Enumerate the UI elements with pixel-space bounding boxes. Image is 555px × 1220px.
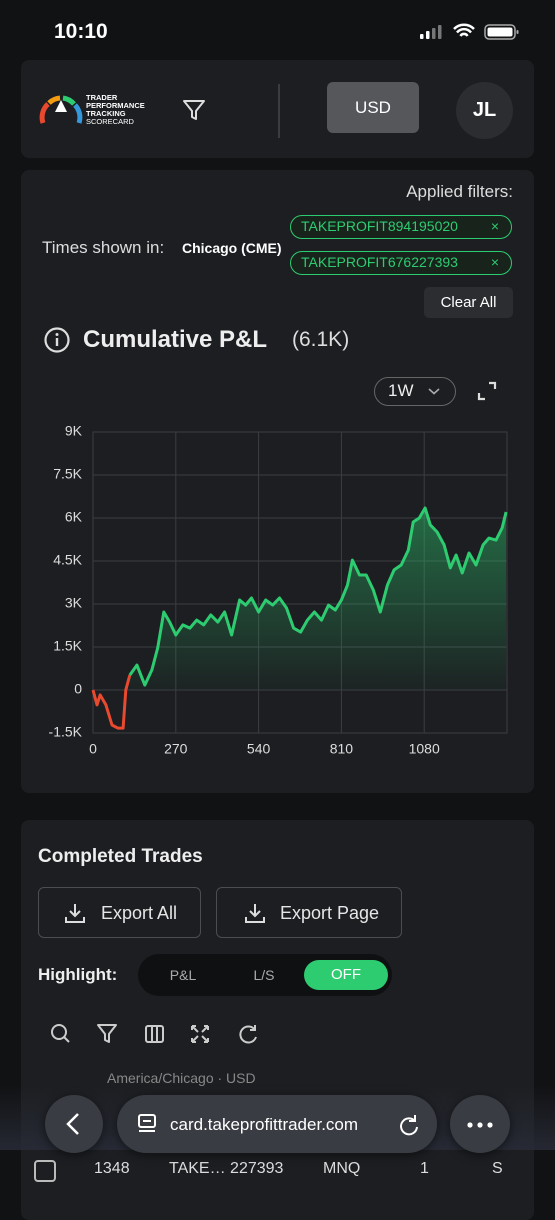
timezone-note: America/Chicago · USD xyxy=(107,1070,256,1086)
x-tick-label: 1080 xyxy=(409,741,440,757)
x-tick-label: 540 xyxy=(247,741,271,757)
chart: -1.5K 0 1.5K 3K 4.5K 6K 7.5K 9K 0 270 540 810 1080 xyxy=(49,423,508,757)
logo-text: TRADER PERFORMANCE TRACKING SCORECARD xyxy=(86,94,145,126)
columns-icon[interactable] xyxy=(145,1025,164,1043)
range-value: 1W xyxy=(388,381,414,400)
range-select[interactable]: 1W xyxy=(374,377,456,406)
filter-chip[interactable]: TAKEPROFIT894195020 × xyxy=(290,215,512,239)
applied-filters-label: Applied filters: xyxy=(406,182,513,201)
more-icon xyxy=(467,1122,493,1128)
cell: 1348 xyxy=(94,1160,130,1177)
page-icon xyxy=(138,1114,156,1132)
chip-close[interactable]: × xyxy=(490,254,499,270)
refresh-icon[interactable] xyxy=(239,1025,257,1044)
expand-button[interactable] xyxy=(477,381,497,401)
back-button[interactable] xyxy=(45,1095,103,1153)
chart-title: Cumulative P&L xyxy=(83,326,268,353)
filter-icon[interactable] xyxy=(97,1024,117,1043)
filter-chip[interactable]: TAKEPROFIT676227393 × xyxy=(290,251,512,275)
table-toolbar xyxy=(51,1024,257,1044)
divider xyxy=(278,84,280,138)
y-tick-label: 6K xyxy=(65,509,83,525)
logo-line: PERFORMANCE xyxy=(86,101,145,110)
status-icons xyxy=(420,23,519,40)
cell: TAKE… 227393 xyxy=(169,1160,284,1177)
times-label: Times shown in: xyxy=(42,238,165,257)
download-icon xyxy=(245,904,265,923)
logo-line: SCORECARD xyxy=(86,117,134,126)
export-all-button[interactable]: Export All xyxy=(38,887,201,938)
logo-line: TRACKING xyxy=(86,109,126,118)
logo-gauge xyxy=(39,95,83,124)
y-tick-label: 7.5K xyxy=(53,466,82,482)
cell: S xyxy=(492,1160,503,1177)
row-checkbox[interactable] xyxy=(34,1160,56,1182)
reload-icon[interactable] xyxy=(397,1113,421,1137)
trades-title: Completed Trades xyxy=(38,846,203,867)
search-icon[interactable] xyxy=(51,1024,70,1043)
plot-frame xyxy=(92,431,508,734)
y-tick-label: 9K xyxy=(65,423,83,439)
url-bar[interactable]: card.takeprofittrader.com xyxy=(117,1095,437,1153)
x-tick-label: 270 xyxy=(164,741,188,757)
trades-card xyxy=(21,820,534,1220)
x-tick-label: 810 xyxy=(330,741,354,757)
y-tick-label: 1.5K xyxy=(53,638,82,654)
chevron xyxy=(428,388,440,395)
export-page-button[interactable]: Export Page xyxy=(216,887,402,938)
cell: MNQ xyxy=(323,1160,361,1177)
chip-close[interactable]: × xyxy=(490,218,499,234)
export-all-label: Export All xyxy=(101,903,178,923)
timezone: Chicago (CME) xyxy=(182,240,282,256)
y-tick-label: -1.5K xyxy=(49,724,83,740)
cell: 1 xyxy=(420,1160,429,1177)
highlight-option-selected[interactable]: OFF xyxy=(304,960,388,990)
filter-button[interactable] xyxy=(182,98,206,122)
back-icon xyxy=(66,1113,79,1135)
header-card xyxy=(21,60,534,158)
export-page-label: Export Page xyxy=(280,903,380,923)
chart-subtitle: (6.1K) xyxy=(292,328,350,351)
logo-line: TRADER xyxy=(86,93,118,102)
area xyxy=(129,508,507,690)
clear-all-button[interactable]: Clear All xyxy=(424,287,513,318)
highlight-label: Highlight: xyxy=(38,965,118,984)
chip-label: TAKEPROFIT894195020 xyxy=(301,218,458,234)
highlight-option[interactable]: P&L xyxy=(169,967,197,983)
url: card.takeprofittrader.com xyxy=(170,1115,359,1134)
y-tick-label: 4.5K xyxy=(53,552,82,568)
y-tick-label: 3K xyxy=(65,595,83,611)
clock: 10:10 xyxy=(54,20,108,43)
avatar[interactable]: JL xyxy=(456,82,513,139)
density-icon[interactable] xyxy=(191,1025,209,1043)
highlight-option[interactable]: L/S xyxy=(253,967,275,983)
info-icon[interactable] xyxy=(43,326,71,354)
x-tick-label: 0 xyxy=(89,741,97,757)
line xyxy=(128,506,508,687)
more-button[interactable] xyxy=(450,1095,510,1153)
chip-label: TAKEPROFIT676227393 xyxy=(301,254,458,270)
line xyxy=(91,674,132,730)
currency-button[interactable]: USD xyxy=(327,82,419,133)
y-tick-label: 0 xyxy=(74,681,82,697)
download-icon xyxy=(65,904,85,923)
